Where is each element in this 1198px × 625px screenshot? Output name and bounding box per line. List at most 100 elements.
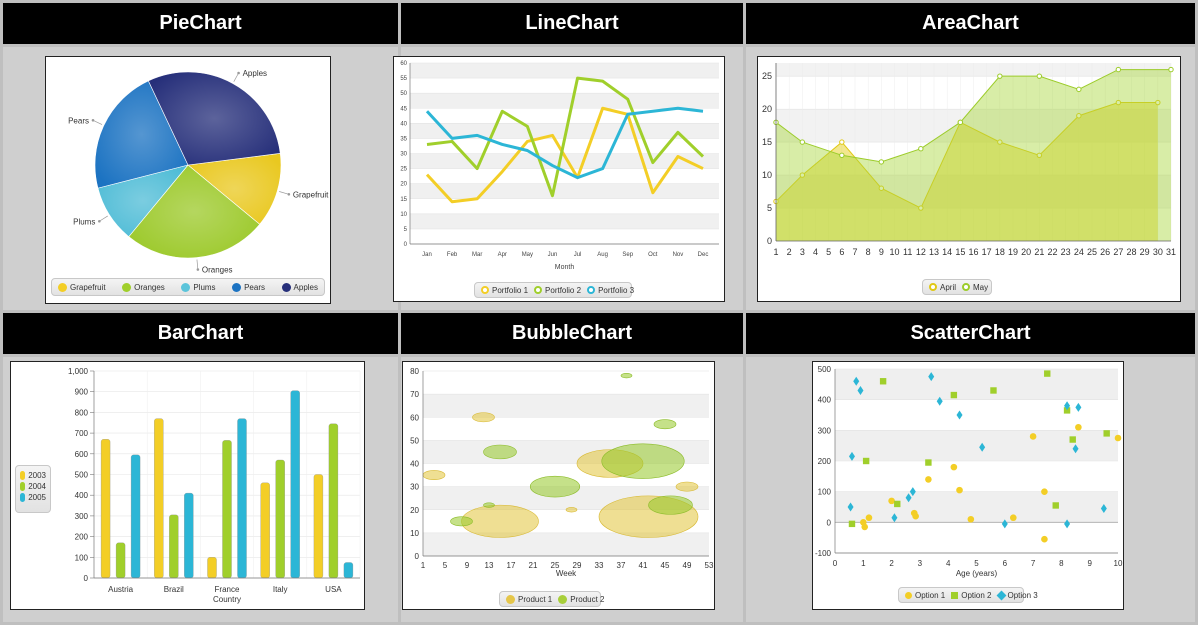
- area-point: [1036, 152, 1043, 158]
- y-tick-label: 0: [827, 518, 832, 527]
- x-tick-label: 9: [879, 247, 884, 257]
- legend-swatch: [506, 594, 515, 604]
- x-tick-label: Apr: [498, 252, 507, 258]
- legend-item-may: May: [962, 283, 988, 292]
- plot-band: [423, 532, 709, 556]
- bar-brazil-2004: [169, 514, 179, 579]
- x-tick-label: 41: [639, 561, 648, 570]
- x-tick-label: 13: [929, 247, 939, 257]
- bubble-product-2: [648, 495, 693, 515]
- pie-label-grapefruit: Grapefruit: [293, 190, 329, 199]
- legend-swatch: [181, 282, 191, 292]
- y-tick-label: 600: [75, 450, 89, 459]
- y-tick-label: 10: [410, 529, 419, 538]
- y-tick-label: 15: [762, 137, 772, 147]
- legend-swatch: [905, 591, 912, 599]
- x-tick-label: Aug: [597, 252, 608, 258]
- bar-france-2003: [207, 557, 217, 579]
- bubble-product-1: [472, 412, 495, 423]
- y-tick-label: 20: [400, 182, 407, 188]
- legend-label: 2005: [28, 493, 46, 502]
- y-tick-label: 100: [75, 553, 89, 562]
- scatter-point-option-1: [1114, 434, 1122, 442]
- x-tick-label: 17: [982, 247, 992, 257]
- scatter-point-option-2: [1103, 430, 1110, 437]
- scatter-point-option-3: [905, 493, 912, 503]
- bubble-legend: Product 1 Product 2: [499, 591, 605, 607]
- legend-swatch: [281, 282, 291, 292]
- legend-item-2003: 2003: [20, 471, 46, 480]
- y-tick-label: 50: [400, 91, 407, 97]
- scatter-point-option-3: [891, 513, 898, 523]
- x-tick-label: 21: [1034, 247, 1044, 257]
- legend-label: Option 2: [961, 590, 992, 600]
- legend-swatch: [20, 493, 26, 502]
- area-legend: April May: [922, 279, 992, 295]
- scatter-point-option-3: [909, 487, 916, 497]
- scatter-point-option-2: [1063, 407, 1071, 414]
- x-tick-label: 5: [443, 561, 448, 570]
- area-point: [878, 159, 885, 165]
- area-point: [1155, 99, 1161, 106]
- legend-item-2004: 2004: [20, 482, 46, 491]
- pie-label-line: [279, 191, 289, 195]
- scatter-point-option-3: [1064, 401, 1071, 411]
- area-fill-april: [776, 102, 1158, 241]
- x-tick-label: 16: [968, 247, 978, 257]
- area-point: [1168, 66, 1174, 73]
- scatter-point-option-1: [967, 515, 975, 523]
- plot-band: [410, 63, 719, 79]
- y-tick-label: 5: [404, 227, 408, 233]
- plot-band: [835, 491, 1118, 523]
- legend-label: Plums: [193, 282, 216, 292]
- x-tick-label: 3: [918, 559, 923, 568]
- bubble-product-1: [565, 507, 578, 513]
- scatter-point-option-2: [879, 378, 887, 385]
- line-series-3: [425, 106, 704, 180]
- area-point: [1076, 86, 1082, 93]
- legend-swatch: [929, 283, 937, 291]
- y-tick-label: 0: [415, 552, 420, 561]
- line-chart-svg: 0 5 10 15 20 25 30 35 40 45 50 55 60 Jan Feb Mar Apr May J…: [400, 61, 719, 271]
- y-tick-label: 60: [400, 61, 407, 67]
- x-tick-label: 45: [661, 561, 670, 570]
- line-legend: Portfolio 1 Portfolio 2 Portfolio 3: [474, 282, 634, 298]
- pie-slice-oranges: [128, 164, 261, 259]
- bubble-product-1: [422, 470, 446, 480]
- bar-legend: 2003 2004 2005: [15, 465, 51, 513]
- legend-swatch: [962, 283, 971, 291]
- x-tick-label: 10: [1114, 559, 1123, 568]
- legend-swatch: [232, 282, 242, 292]
- x-tick-label: Feb: [447, 252, 458, 258]
- scatter-point-option-3: [936, 396, 943, 406]
- x-tick-label: 2: [787, 247, 792, 257]
- bar-brazil-2005: [184, 492, 194, 579]
- x-tick-label: Dec: [698, 252, 709, 258]
- legend-swatch: [58, 282, 67, 292]
- y-tick-label: 800: [75, 408, 89, 417]
- y-tick-label: 45: [400, 106, 407, 112]
- pie-legend: Grapefruit Oranges Plums Pears Apples: [51, 278, 325, 296]
- scatter-point-option-1: [1041, 535, 1048, 543]
- scatter-point-option-3: [857, 385, 864, 395]
- legend-swatch: [951, 591, 959, 599]
- bar-italy-2004: [275, 459, 285, 579]
- scatter-point-option-1: [950, 463, 958, 471]
- legend-item-portfolio-3: Portfolio 3: [587, 286, 634, 295]
- area-point: [839, 152, 845, 158]
- scatter-point-option-1: [956, 486, 963, 494]
- area-point: [957, 119, 964, 126]
- legend-item-grapefruit: Grapefruit: [58, 282, 106, 292]
- y-tick-label: 1,000: [68, 367, 89, 376]
- y-tick-label: 30: [410, 483, 419, 492]
- scatter-point-option-3: [1072, 444, 1079, 454]
- legend-item-oranges: Oranges: [122, 282, 165, 292]
- x-axis-title: Week: [556, 569, 577, 578]
- header-scatter: ScatterChart: [746, 313, 1195, 354]
- area-chart-panel: 0 5 10 15 20 25 1 2 3 4 5 6 7 8 9 10 11 12 13 14 15 16 17 18 19 2…: [757, 56, 1181, 302]
- legend-item-portfolio-2: Portfolio 2: [534, 286, 581, 295]
- x-tick-label: 53: [705, 561, 714, 570]
- plot-band: [835, 430, 1118, 461]
- legend-item-option-2: Option 2: [951, 590, 992, 600]
